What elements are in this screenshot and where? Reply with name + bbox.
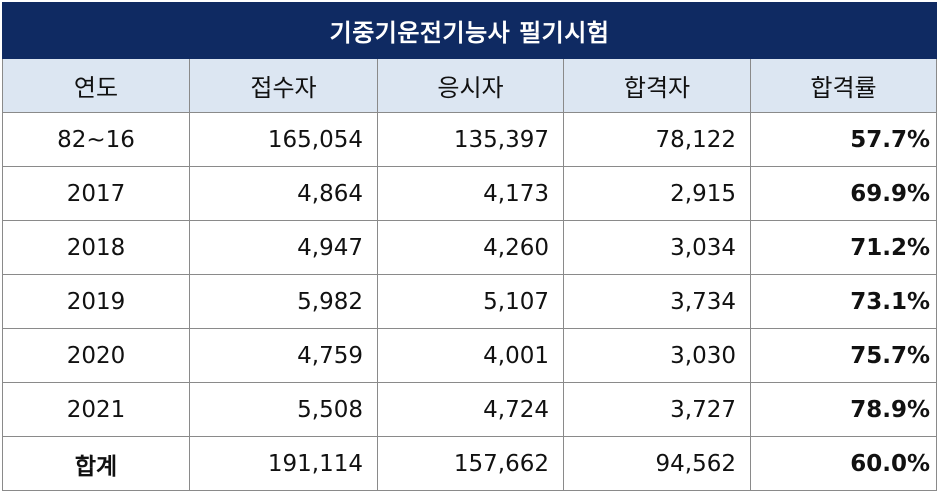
passers-cell: 3,734 bbox=[563, 274, 751, 329]
header-passers: 합격자 bbox=[563, 58, 751, 113]
pass-rate-cell: 78.9% bbox=[749, 382, 938, 437]
year-cell: 2020 bbox=[2, 328, 190, 383]
header-pass-rate: 합격률 bbox=[749, 58, 938, 113]
passers-cell: 78,122 bbox=[563, 112, 751, 167]
year-cell: 2019 bbox=[2, 274, 190, 329]
examinees-cell: 4,260 bbox=[377, 220, 564, 275]
header-row: 연도 접수자 응시자 합격자 합격률 bbox=[2, 58, 938, 113]
table-row: 82~16 165,054 135,397 78,122 57.7% bbox=[2, 112, 938, 167]
examinees-cell: 4,724 bbox=[377, 382, 564, 437]
total-pass-rate: 60.0% bbox=[749, 436, 938, 491]
table-row: 2018 4,947 4,260 3,034 71.2% bbox=[2, 220, 938, 275]
table-row: 2020 4,759 4,001 3,030 75.7% bbox=[2, 328, 938, 383]
passers-cell: 3,727 bbox=[563, 382, 751, 437]
pass-rate-cell: 73.1% bbox=[749, 274, 938, 329]
applicants-cell: 4,759 bbox=[189, 328, 378, 383]
total-label: 합계 bbox=[2, 436, 190, 491]
applicants-cell: 165,054 bbox=[189, 112, 378, 167]
applicants-cell: 4,947 bbox=[189, 220, 378, 275]
total-row: 합계 191,114 157,662 94,562 60.0% bbox=[2, 436, 938, 491]
passers-cell: 2,915 bbox=[563, 166, 751, 221]
header-applicants: 접수자 bbox=[189, 58, 378, 113]
table-row: 2017 4,864 4,173 2,915 69.9% bbox=[2, 166, 938, 221]
year-cell: 2021 bbox=[2, 382, 190, 437]
table-row: 2021 5,508 4,724 3,727 78.9% bbox=[2, 382, 938, 437]
total-applicants: 191,114 bbox=[189, 436, 378, 491]
table-title: 기중기운전기능사 필기시험 bbox=[1, 2, 938, 59]
header-examinees: 응시자 bbox=[377, 58, 564, 113]
applicants-cell: 5,508 bbox=[189, 382, 378, 437]
pass-rate-cell: 75.7% bbox=[749, 328, 938, 383]
pass-rate-cell: 71.2% bbox=[749, 220, 938, 275]
passers-cell: 3,030 bbox=[563, 328, 751, 383]
examinees-cell: 5,107 bbox=[377, 274, 564, 329]
total-examinees: 157,662 bbox=[377, 436, 564, 491]
applicants-cell: 4,864 bbox=[189, 166, 378, 221]
header-year: 연도 bbox=[2, 58, 190, 113]
title-row: 기중기운전기능사 필기시험 bbox=[1, 2, 938, 59]
applicants-cell: 5,982 bbox=[189, 274, 378, 329]
pass-rate-cell: 69.9% bbox=[749, 166, 938, 221]
table-row: 2019 5,982 5,107 3,734 73.1% bbox=[2, 274, 938, 329]
examinees-cell: 4,173 bbox=[377, 166, 564, 221]
examinees-cell: 135,397 bbox=[377, 112, 564, 167]
year-cell: 82~16 bbox=[2, 112, 190, 167]
year-cell: 2017 bbox=[2, 166, 190, 221]
total-passers: 94,562 bbox=[563, 436, 751, 491]
passers-cell: 3,034 bbox=[563, 220, 751, 275]
year-cell: 2018 bbox=[2, 220, 190, 275]
pass-rate-cell: 57.7% bbox=[749, 112, 938, 167]
examinees-cell: 4,001 bbox=[377, 328, 564, 383]
